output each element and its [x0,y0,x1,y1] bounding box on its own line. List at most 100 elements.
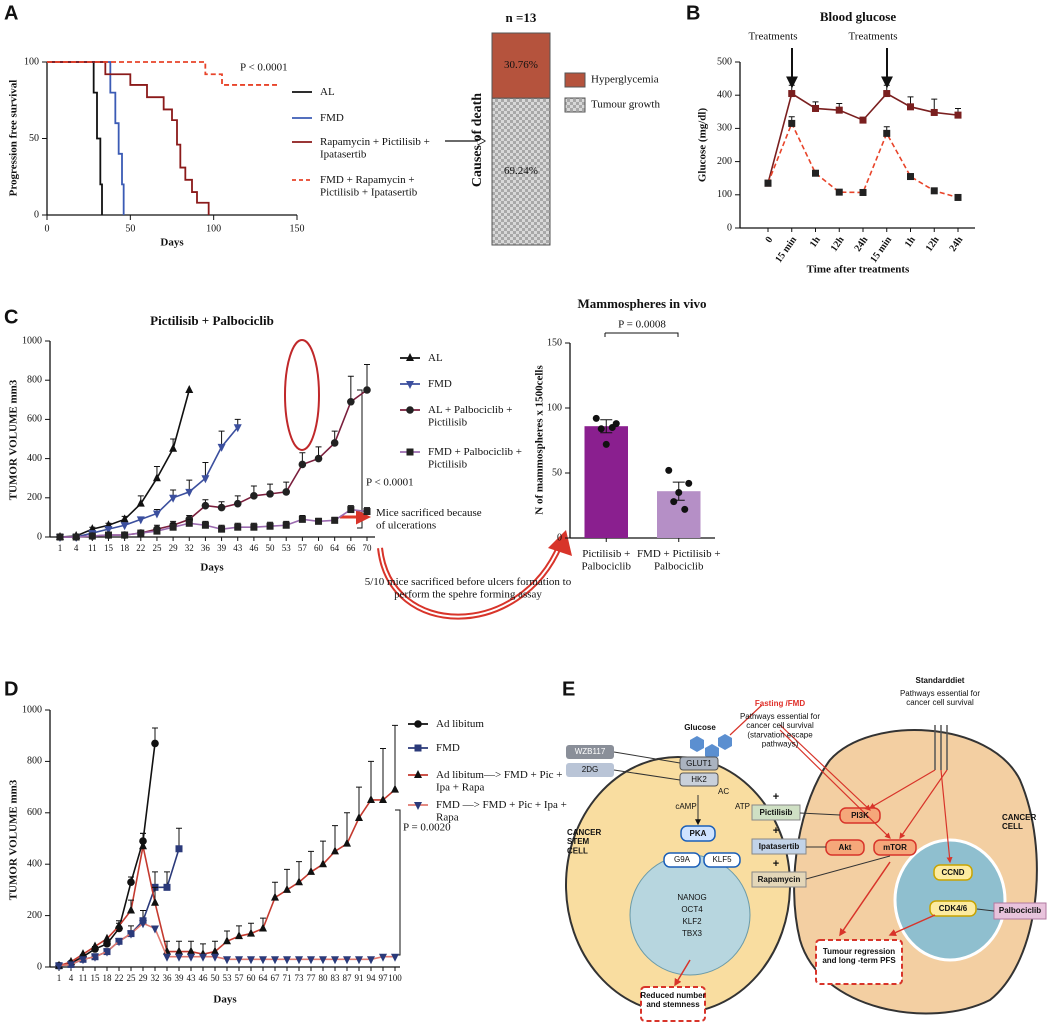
label: + [773,791,779,803]
annotation: P = 0.0020 [403,822,451,834]
y-tick-label: 0 [37,531,42,542]
data-point [72,533,80,541]
legend-label: Hyperglycemia [591,74,659,86]
legend-label: Ad libitum [436,718,484,730]
data-point [217,443,226,452]
box [679,756,719,771]
x-tick-label: 36 [201,543,211,553]
label: + [773,858,779,870]
data-point [103,940,111,948]
x-tick-label: 150 [290,223,305,234]
x-tick-label: 64 [330,543,340,553]
annotation: Treatments [748,31,797,43]
x-tick-label: 12h [924,234,942,253]
data-point [233,499,242,508]
y-tick-label: 800 [27,756,42,767]
data-point [56,533,64,541]
label: 2DG [582,765,598,774]
x-tick-label: 1 [58,543,63,553]
data-point [115,920,123,929]
data-point [355,812,363,821]
bar-segment [491,97,551,246]
x-tick-label: 100 [388,973,402,983]
data-point [259,923,267,932]
legend-label: AL [428,352,443,364]
bracket [604,332,679,337]
data-point [331,516,339,524]
data-point [685,479,693,487]
data-point [347,506,355,514]
data-point [282,521,290,529]
data-point [79,949,87,958]
y-axis-title: Causes of death [470,93,485,187]
chart-title: n =13 [506,10,537,25]
arrow [779,729,891,839]
error-bar [368,760,374,800]
data-point [602,440,610,448]
x-tick-label: 43 [187,973,197,983]
y-tick-label: 0 [557,532,562,543]
arrow [940,769,953,864]
data-point [223,956,231,965]
error-bar [356,786,362,818]
y-tick-label: 100 [547,402,562,413]
legend-label: FMD + Rapamycin + Pictilisib + Ipataserti… [320,174,418,199]
x-tick-label: 46 [249,543,259,553]
label: TBX3 [682,929,703,938]
y-tick-label: 600 [27,414,42,425]
x-tick-label: 15 [104,543,114,553]
x-tick-label: 25 [127,973,137,983]
nucleus [893,838,1007,962]
legend-marker [414,802,422,810]
data-point [136,498,145,507]
y-tick-label: 1000 [22,335,42,346]
x-tick-label: 57 [235,973,245,983]
legend-marker [406,381,414,389]
label: Akt [839,843,852,852]
legend-label: Tumour growth [591,99,660,111]
x-tick-label: 39 [175,973,185,983]
label: ATP [735,802,750,811]
data-point [120,514,129,523]
y-tick-label: 0 [727,222,732,233]
data-point [115,938,123,947]
data-point [319,956,327,965]
data-point [218,525,226,533]
x-tick-label: 36 [163,973,173,983]
x-tick-label: 50 [125,223,135,234]
label: KLF2 [682,917,702,926]
x-tick-label: 0 [45,223,50,234]
legend-label: AL [320,86,335,98]
data-point [136,516,145,525]
inhibit [805,855,891,880]
data-point [592,414,600,422]
data-point [259,956,267,965]
y-tick-label: 50 [552,467,562,478]
data-point [88,532,96,540]
label: HK2 [691,775,707,784]
arrow [888,914,936,936]
x-tick-label: 43 [233,543,243,553]
data-point [152,473,161,482]
data-point [343,956,351,965]
series-line [58,848,180,967]
y-tick-label: 100 [24,56,39,67]
data-point [363,386,371,394]
drug-box [751,871,807,888]
error-bar [347,375,354,402]
y-tick-label: 200 [27,492,42,503]
x-tick-label: 53 [282,543,292,553]
x-tick-label: 18 [103,973,113,983]
data-point [151,739,159,748]
label: Ipatasertib [759,842,800,851]
series-line [58,743,156,967]
y-axis-title: TUMOR VOLUME mm3 [8,779,20,900]
data-point [250,523,258,531]
data-point [314,454,323,463]
x-tick-label: 32 [185,543,194,553]
x-tick-label: 11 [79,973,88,983]
x-tick-label: 29 [169,543,179,553]
label: Reduced number and stemness [640,991,705,1009]
data-point [175,953,183,962]
data-point [91,953,99,962]
